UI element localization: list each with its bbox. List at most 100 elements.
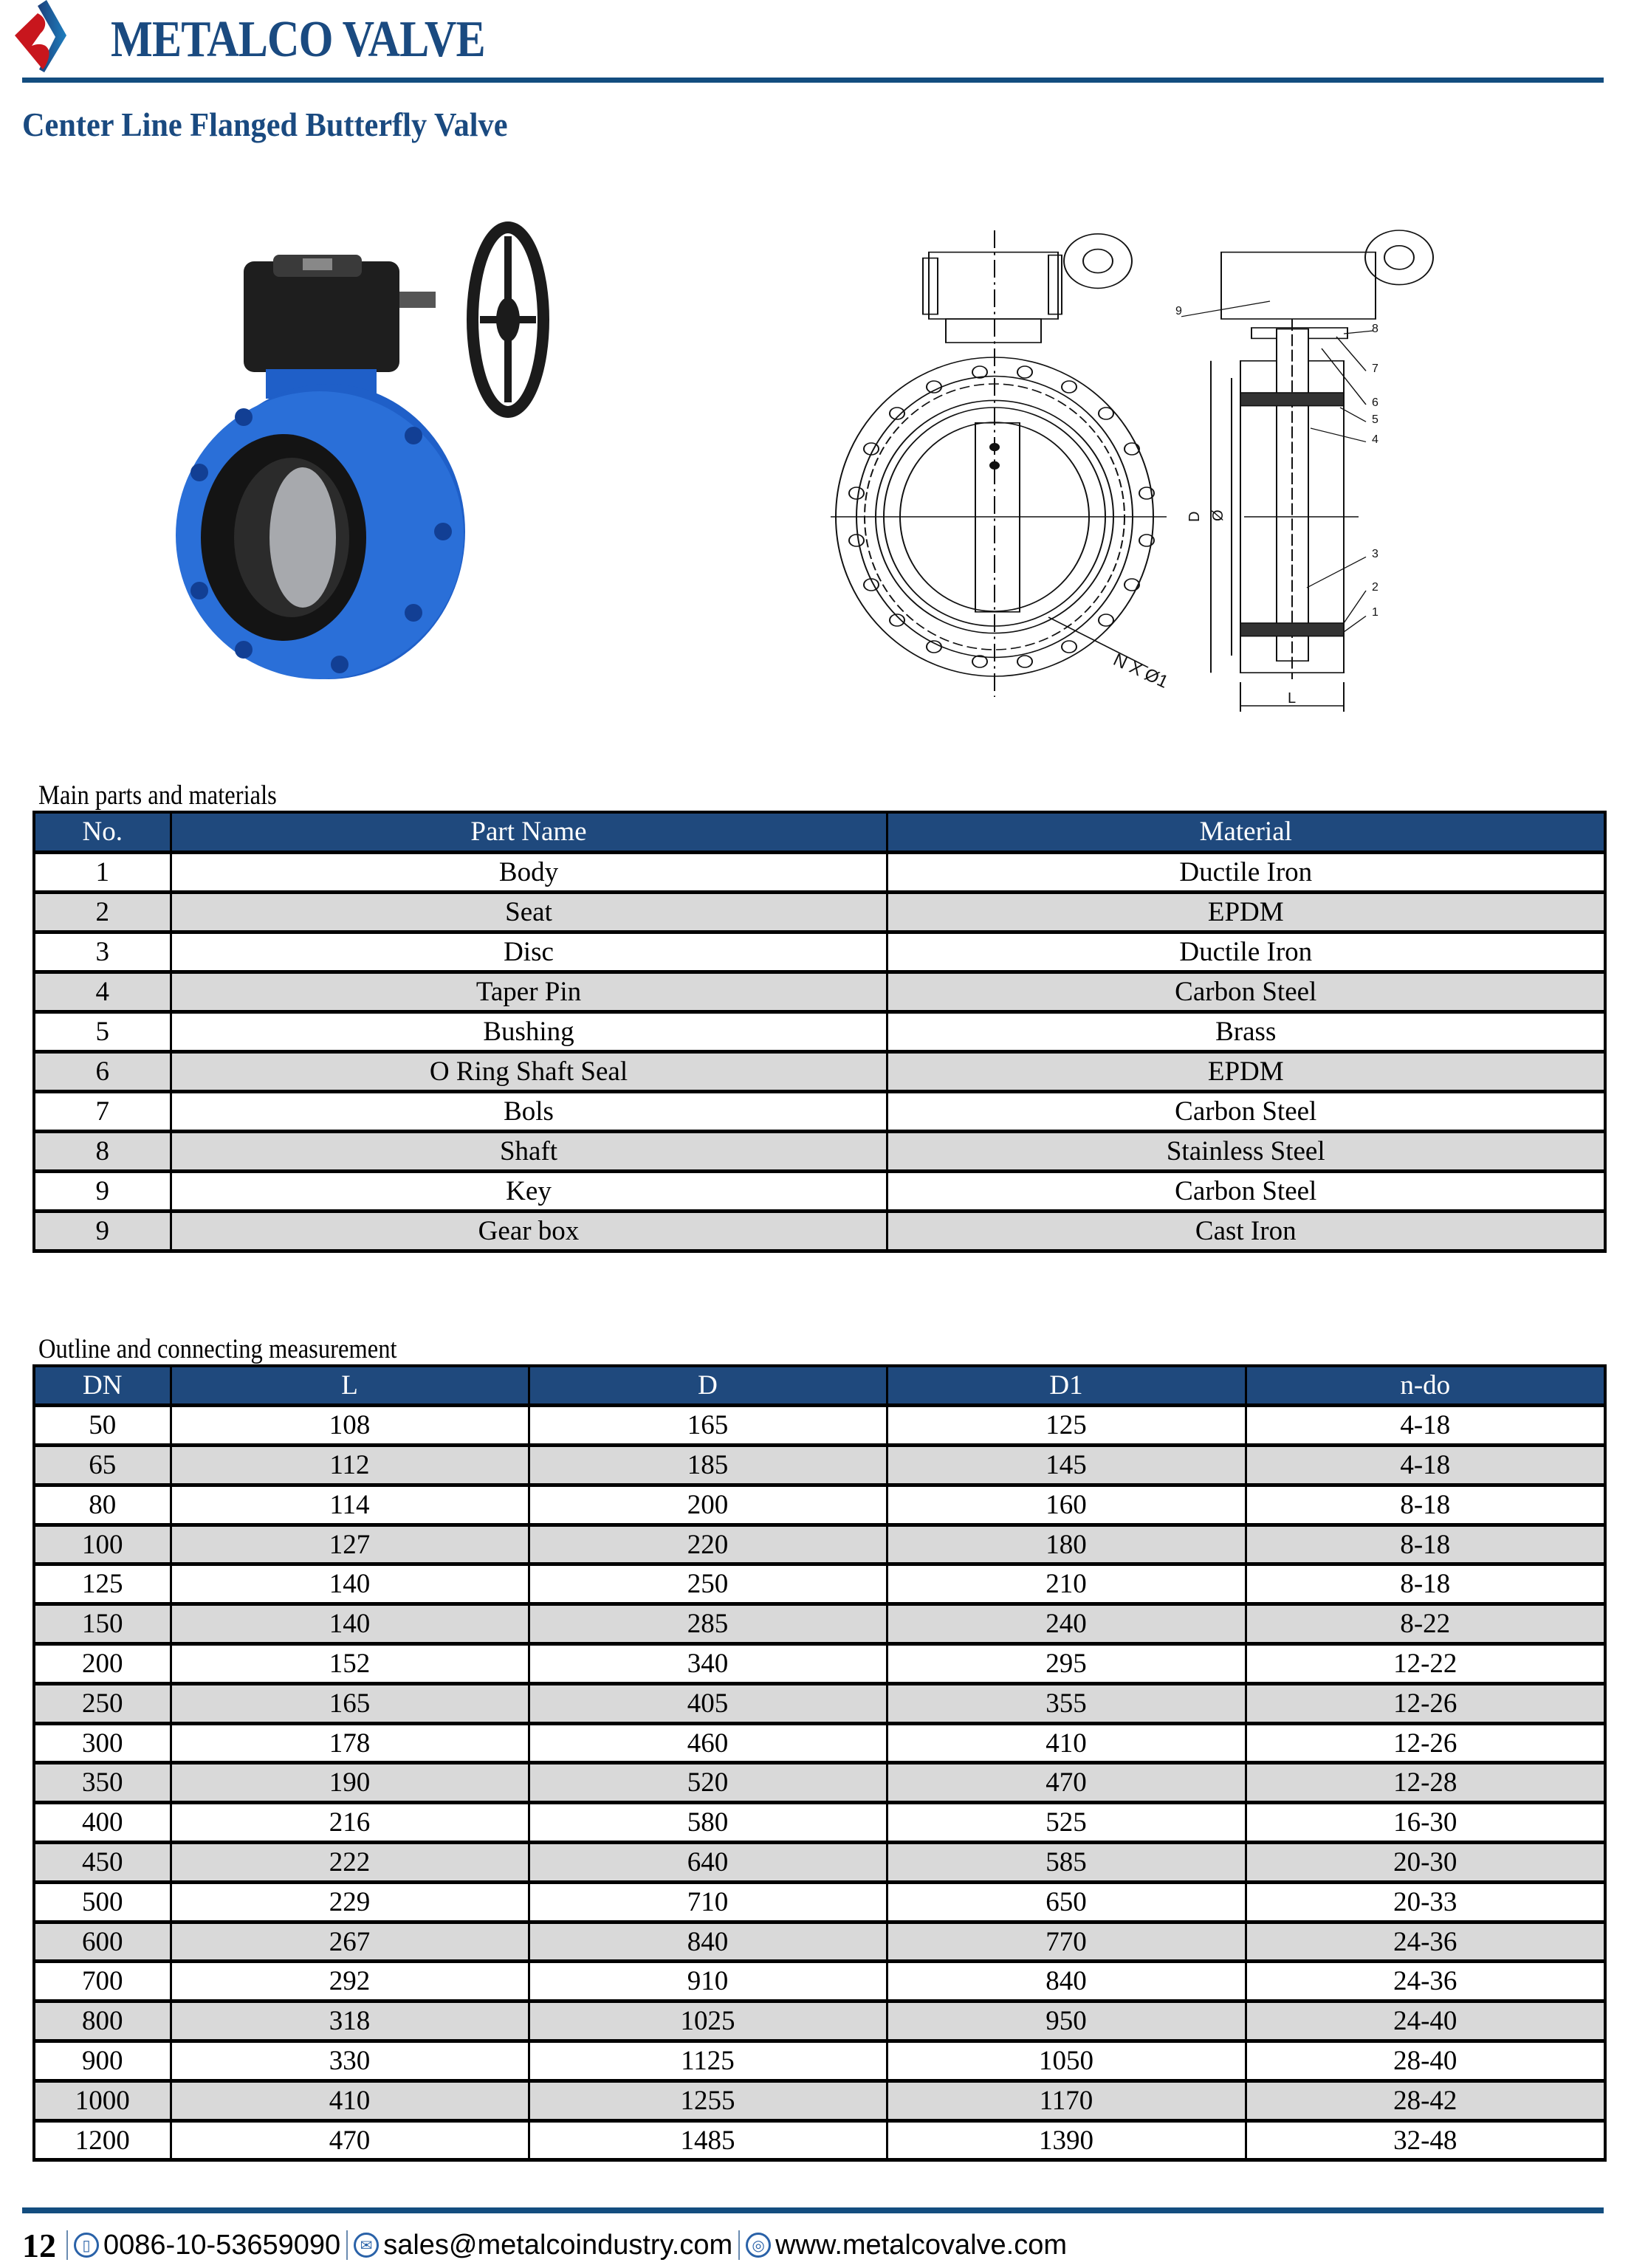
valve-technical-drawing: 8 7 6 5 4 3 2 1 9 D Ø L N X Ø1 [831,230,1434,712]
cell-dn: 150 [32,1604,172,1646]
cell-n-do: 24-36 [1244,1961,1607,2004]
cell-n-do: 32-48 [1244,2120,1607,2162]
table-row: 8 Shaft Stainless Steel [32,1131,1607,1173]
cell-l: 127 [169,1525,530,1567]
cell-part-name: Shaft [169,1131,888,1173]
table-row: 125 140 250 210 8-18 [32,1564,1607,1606]
cell-l: 190 [169,1762,530,1805]
cell-material: Stainless Steel [885,1131,1607,1173]
cell-part-name: Bols [169,1091,888,1133]
footer-email[interactable]: sales@metalcoindustry.com [383,2229,733,2261]
cell-n-do: 28-40 [1244,2041,1607,2083]
cell-d: 185 [527,1445,888,1487]
cell-d: 460 [527,1723,888,1765]
cell-d1: 125 [885,1405,1247,1448]
cell-dn: 200 [32,1643,172,1685]
cell-n-do: 12-22 [1244,1643,1607,1685]
cell-part-name: Key [169,1171,888,1213]
cell-dn: 350 [32,1762,172,1805]
front-view [831,230,1167,698]
cell-d: 200 [527,1485,888,1527]
page-title: Center Line Flanged Butterfly Valve [22,106,508,143]
cell-dn: 50 [32,1405,172,1448]
cell-d1: 770 [885,1922,1247,1964]
metalco-logo-icon [15,0,66,72]
cell-d: 580 [527,1802,888,1845]
cell-d1: 840 [885,1961,1247,2004]
cell-part-name: Bushing [169,1011,888,1054]
cell-d: 220 [527,1525,888,1567]
footer-phone: 0086-10-53659090 [103,2229,341,2261]
table-row: 2 Seat EPDM [32,892,1607,934]
cell-d1: 355 [885,1683,1247,1725]
cell-dn: 500 [32,1882,172,1924]
cell-d: 405 [527,1683,888,1725]
cell-dn: 65 [32,1445,172,1487]
phone-icon: ▯ [74,2233,99,2258]
cell-n-do: 12-26 [1244,1683,1607,1725]
email-icon: ✉ [354,2233,380,2258]
table-row: 150 140 285 240 8-22 [32,1604,1607,1646]
table-row: 450 222 640 585 20-30 [32,1842,1607,1884]
cell-d1: 410 [885,1723,1247,1765]
column-header-d1: D1 [885,1366,1247,1408]
header-rule [22,78,1604,83]
cell-no: 3 [32,932,172,974]
cell-n-do: 12-26 [1244,1723,1607,1765]
cell-l: 470 [169,2120,530,2162]
dim-label-holes: N X Ø1 [1110,650,1172,693]
cell-d: 840 [527,1922,888,1964]
cell-n-do: 8-22 [1244,1604,1607,1646]
cell-l: 318 [169,2001,530,2044]
table-row: 800 318 1025 950 24-40 [32,2001,1607,2044]
cell-part-name: Disc [169,932,888,974]
cell-d: 640 [527,1842,888,1884]
cell-l: 222 [169,1842,530,1884]
cell-dn: 1200 [32,2120,172,2162]
dimensions-table: DN L D D1 n-do 50 108 165 125 4-18 65 112 185 14… [32,1364,1607,2162]
cell-dn: 800 [32,2001,172,2044]
column-header-l: L [169,1366,530,1408]
cell-d: 1255 [527,2080,888,2123]
cell-material: Ductile Iron [885,852,1607,894]
cell-l: 267 [169,1922,530,1964]
cell-n-do: 8-18 [1244,1564,1607,1606]
cell-part-name: Gear box [169,1211,888,1253]
cell-l: 229 [169,1882,530,1924]
cell-material: Carbon Steel [885,972,1607,1014]
table-row: 9 Key Carbon Steel [32,1171,1607,1213]
cell-dn: 250 [32,1683,172,1725]
cell-dn: 300 [32,1723,172,1765]
cell-n-do: 8-18 [1244,1485,1607,1527]
cell-part-name: Body [169,852,888,894]
cell-part-name: Seat [169,892,888,934]
cell-n-do: 4-18 [1244,1405,1607,1448]
table-row: 600 267 840 770 24-36 [32,1922,1607,1964]
cell-d: 520 [527,1762,888,1805]
dim-label-l: L [1288,690,1296,707]
cell-no: 5 [32,1011,172,1054]
column-header-dn: DN [32,1366,172,1408]
cell-dn: 450 [32,1842,172,1884]
table-row: 9 Gear box Cast Iron [32,1211,1607,1253]
table-row: 4 Taper Pin Carbon Steel [32,972,1607,1014]
cell-l: 152 [169,1643,530,1685]
cell-dn: 1000 [32,2080,172,2123]
parts-materials-table: No. Part Name Material 1 Body Ductile Iron… [32,811,1607,1253]
globe-icon: ◎ [746,2233,772,2258]
table-row: 1200 470 1485 1390 32-48 [32,2120,1607,2162]
parts-table-caption: Main parts and materials [38,780,277,811]
table-row: 300 178 460 410 12-26 [32,1723,1607,1765]
cell-d: 340 [527,1643,888,1685]
cell-no: 7 [32,1091,172,1133]
cell-d1: 240 [885,1604,1247,1646]
footer: 12 ▯ 0086-10-53659090 ✉ sales@metalcoind… [22,2227,1067,2264]
cell-d1: 1390 [885,2120,1247,2162]
valve-product-photo [176,221,549,679]
cell-d1: 145 [885,1445,1247,1487]
footer-website[interactable]: www.metalcovalve.com [775,2229,1068,2261]
column-header-no: No. [32,812,172,854]
cell-part-name: Taper Pin [169,972,888,1014]
cell-n-do: 24-40 [1244,2001,1607,2044]
callout-6: 6 [1372,396,1378,409]
